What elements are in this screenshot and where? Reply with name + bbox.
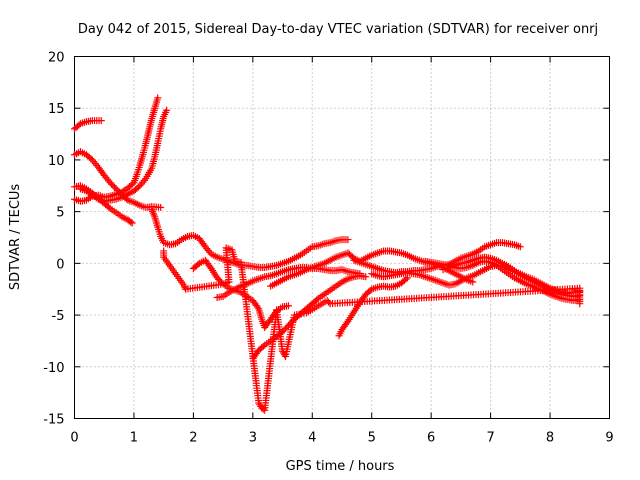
x-tick-label: 7	[486, 431, 494, 446]
series-arc-10	[335, 274, 411, 340]
y-tick-label: 20	[48, 51, 65, 66]
data-point	[469, 278, 477, 286]
data-point	[213, 274, 221, 282]
data-point	[127, 218, 135, 226]
data-points	[71, 94, 584, 414]
x-tick-label: 8	[546, 431, 554, 446]
data-point	[163, 106, 171, 114]
data-point	[576, 300, 584, 308]
y-axis-label: SDTVAR / TECUs	[8, 184, 23, 291]
data-point	[343, 319, 351, 327]
x-tick-label: 3	[249, 431, 257, 446]
x-tick-label: 2	[189, 431, 197, 446]
x-tick-label: 1	[130, 431, 138, 446]
x-tick-label: 0	[70, 431, 78, 446]
data-point	[106, 179, 114, 187]
series-arc-1	[71, 117, 105, 133]
series-arc-6	[148, 206, 352, 271]
data-point	[134, 183, 142, 191]
series-arc-5	[76, 106, 171, 205]
x-tick-label: 9	[605, 431, 613, 446]
series-isolated	[160, 244, 584, 414]
data-point	[216, 277, 224, 285]
data-point	[402, 275, 410, 283]
series-arc-15	[439, 253, 584, 300]
data-point	[516, 243, 524, 251]
y-tick-label: -15	[43, 413, 64, 428]
x-axis-label: GPS time / hours	[286, 459, 395, 474]
y-tick-label: 10	[48, 154, 65, 169]
x-tick-label: 4	[308, 431, 316, 446]
x-tick-label: 5	[368, 431, 376, 446]
data-point	[157, 204, 165, 212]
y-tick-label: 5	[56, 206, 64, 221]
y-tick-label: 0	[56, 257, 64, 272]
data-point	[87, 155, 95, 163]
y-tick-label: 15	[48, 102, 65, 117]
y-tick-label: -10	[43, 361, 64, 376]
data-point	[97, 117, 105, 125]
data-point	[362, 273, 370, 281]
data-point	[280, 326, 288, 334]
data-point	[111, 183, 119, 191]
series-arc-12	[350, 239, 524, 277]
data-point	[128, 219, 136, 227]
series-arc-4	[71, 94, 162, 205]
y-tick-labels: -15 -10 -5 0 5 10 15 20	[43, 51, 64, 428]
data-point	[206, 263, 214, 271]
data-point	[108, 180, 116, 188]
data-point	[154, 94, 162, 102]
plot-frame	[74, 56, 610, 419]
data-point	[325, 298, 333, 306]
data-point	[109, 182, 117, 190]
x-tick-labels: 0 1 2 3 4 5 6 7 8 9	[70, 431, 613, 446]
data-point	[285, 302, 292, 310]
data-point	[344, 236, 352, 244]
chart-title: Day 042 of 2015, Sidereal Day-to-day VTE…	[78, 22, 598, 37]
data-point	[282, 325, 290, 333]
data-point	[254, 303, 262, 311]
y-tick-label: -5	[52, 309, 65, 324]
x-tick-label: 6	[427, 431, 435, 446]
data-point	[323, 297, 331, 305]
